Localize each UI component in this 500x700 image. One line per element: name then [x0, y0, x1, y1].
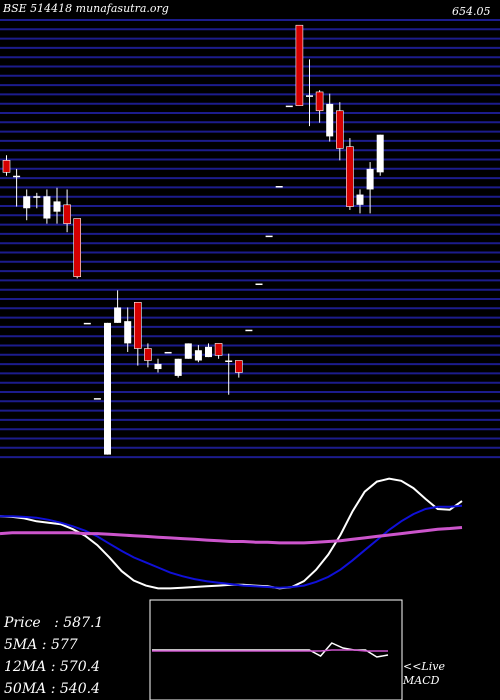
ma5-value: 577	[50, 637, 78, 653]
candle-body	[346, 146, 354, 207]
candle-body	[326, 103, 334, 137]
candle-body	[93, 398, 101, 400]
candle-body	[104, 322, 111, 455]
candle-body	[366, 168, 374, 190]
candle-body	[225, 360, 233, 362]
candle-body	[356, 194, 364, 205]
candle-body	[275, 186, 283, 188]
candle-body	[235, 360, 243, 373]
macd-line-signal	[152, 649, 388, 652]
candle-body	[33, 196, 41, 198]
candle-body	[53, 201, 61, 212]
candle-body	[154, 363, 162, 370]
candle-body	[43, 196, 51, 219]
ma12-row: 12MA : 570.4	[4, 659, 100, 675]
macd-line-macd	[152, 642, 389, 658]
stats-panel: Price : 587.1 5MA : 577 12MA : 570.4 50M…	[4, 612, 103, 700]
candle-body	[124, 321, 132, 344]
candle-body	[295, 24, 304, 106]
ma50-row: 50MA : 540.4	[4, 681, 100, 697]
candle-body	[205, 346, 212, 358]
candle-body	[255, 283, 263, 286]
candle-body	[315, 91, 324, 112]
candle-body	[285, 105, 293, 108]
macd-lines	[152, 642, 389, 658]
price-row: Price : 587.1	[4, 615, 104, 631]
candle-body	[2, 160, 11, 173]
macd-label-line2: MACD	[403, 674, 440, 687]
candle-body	[164, 351, 172, 354]
candle-body	[265, 235, 273, 238]
price-gridlines	[0, 19, 500, 459]
candle-body	[306, 95, 313, 97]
ma50-value: 540.4	[59, 681, 100, 697]
candle-body	[23, 196, 31, 209]
candle-body	[376, 134, 384, 173]
candle-body	[13, 175, 21, 178]
candle-body	[194, 350, 202, 361]
ma-line-12ma	[0, 504, 463, 589]
candle-body	[134, 302, 142, 349]
macd-label-line1: <<Live	[403, 660, 445, 673]
candlestick-series	[2, 24, 384, 455]
ma-line-50ma	[0, 526, 463, 545]
candle-body	[73, 218, 81, 277]
candle-body	[144, 348, 152, 361]
candle-body	[245, 329, 253, 332]
candle-body	[335, 110, 344, 149]
candle-body	[174, 358, 182, 376]
price-value: 587.1	[63, 615, 104, 631]
candle-body	[63, 204, 71, 224]
candle-body	[184, 343, 192, 359]
ma50-label: 50MA	[4, 681, 47, 697]
candle-body	[83, 322, 91, 325]
ma5-row: 5MA : 577	[4, 637, 78, 653]
top-price-label: 654.05	[452, 5, 491, 18]
candle-body	[114, 307, 122, 323]
macd-label: <<Live MACD	[403, 660, 445, 688]
chart-title: BSE 514418 munafasutra.org	[3, 2, 169, 15]
ma12-label: 12MA	[4, 659, 47, 675]
moving-average-lines	[0, 477, 463, 590]
price-label: Price	[4, 615, 41, 631]
ma5-label: 5MA	[4, 637, 38, 653]
ma12-value: 570.4	[59, 659, 100, 675]
candle-body	[214, 343, 223, 356]
